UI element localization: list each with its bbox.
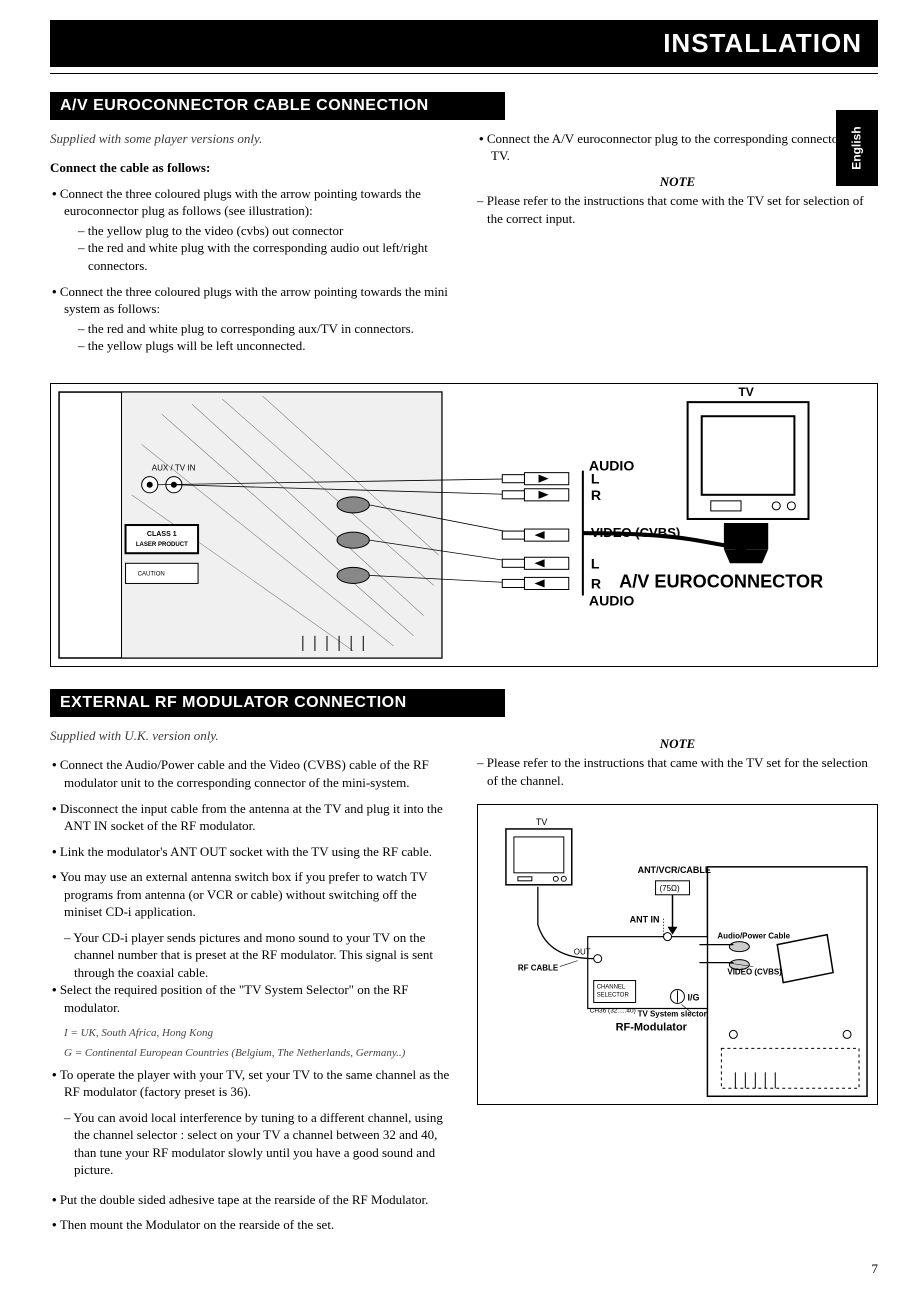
euroconnector-label: A/V EUROCONNECTOR (619, 571, 823, 591)
d2-out: OUT (574, 947, 591, 956)
d2-chrange: CH36 (32.....40) (590, 1007, 636, 1014)
l-label-bot: L (591, 555, 600, 571)
s1-right-b1: Connect the A/V euroconnector plug to th… (479, 130, 878, 165)
caution-label: CAUTION (138, 571, 165, 577)
s1-left-b1-text: Connect the three coloured plugs with th… (60, 186, 421, 219)
d2-chsel-2: SELECTOR (597, 992, 630, 998)
s2-d2-wrap: You can avoid local interference by tuni… (50, 1109, 451, 1179)
d2-audiopower: Audio/Power Cable (717, 931, 790, 940)
section1-left-list: Connect the three coloured plugs with th… (50, 185, 451, 355)
s2-b6: To operate the player with your TV, set … (52, 1066, 451, 1101)
r-label-bot: R (591, 575, 601, 591)
section1-right-col: Connect the A/V euroconnector plug to th… (477, 130, 878, 363)
d2-ig: I/G (687, 992, 699, 1002)
s2-d2: You can avoid local interference by tuni… (64, 1109, 451, 1179)
section1-supplied: Supplied with some player versions only. (50, 130, 451, 148)
s2-b7: Put the double sided adhesive tape at th… (52, 1191, 451, 1209)
class1-l2: LASER PRODUCT (136, 542, 188, 548)
s2-b4: You may use an external antenna switch b… (52, 868, 451, 921)
audio-label-bot: AUDIO (589, 592, 634, 608)
s2-d1-wrap: Your CD-i player sends pictures and mono… (50, 929, 451, 982)
d2-antvcr: ANT/VCR/CABLE (638, 864, 711, 874)
r-label-top: R (591, 487, 601, 503)
s2-b78-wrap: Put the double sided adhesive tape at th… (50, 1191, 451, 1234)
s1-left-b1-dashes: the yellow plug to the video (cvbs) out … (64, 222, 451, 275)
rca-plugs (502, 472, 568, 589)
s2-sel-g: G = Continental European Countries (Belg… (50, 1045, 451, 1062)
s1-left-b1-d1: the yellow plug to the video (cvbs) out … (78, 222, 451, 240)
d2-chsel-1: CHANNEL (597, 984, 626, 990)
s2-b1: Connect the Audio/Power cable and the Vi… (52, 756, 451, 791)
s2-b2: Disconnect the input cable from the ante… (52, 800, 451, 835)
s2-sel-i: I = UK, South Africa, Hong Kong (50, 1025, 451, 1042)
s1-note-head: NOTE (477, 173, 878, 191)
language-tab: English (836, 110, 878, 186)
aux-label: AUX / TV IN (152, 463, 196, 472)
section2-columns: Supplied with U.K. version only. Connect… (50, 727, 878, 1242)
section1-right-list: Connect the A/V euroconnector plug to th… (477, 130, 878, 165)
page-banner: INSTALLATION (50, 20, 878, 67)
section1-columns: Supplied with some player versions only.… (50, 130, 878, 363)
section2-left-col: Supplied with U.K. version only. Connect… (50, 727, 451, 1242)
section2-supplied: Supplied with U.K. version only. (50, 727, 451, 745)
s1-left-b2-d1: the red and white plug to corresponding … (78, 320, 451, 338)
connect-cable-head: Connect the cable as follows: (50, 159, 451, 177)
language-label: English (849, 126, 865, 169)
section1-title: A/V EUROCONNECTOR CABLE CONNECTION (50, 92, 505, 120)
tv-label: TV (738, 385, 753, 399)
d2-rfcable: RF CABLE (518, 963, 558, 972)
page-number: 7 (50, 1260, 878, 1278)
s2-d1: Your CD-i player sends pictures and mono… (64, 929, 451, 982)
d2-videocvbs: VIDEO (CVBS) (727, 967, 782, 976)
section2-left-list: Connect the Audio/Power cable and the Vi… (50, 756, 451, 920)
section2-right-col: NOTE Please refer to the instructions th… (477, 727, 878, 1242)
d2-tvsys: TV System slector (638, 1009, 707, 1018)
s2-b5-wrap: Select the required position of the "TV … (50, 981, 451, 1016)
s1-left-b2-dashes: the red and white plug to corresponding … (64, 320, 451, 355)
s2-b6-wrap: To operate the player with your TV, set … (50, 1066, 451, 1101)
d2-antin: ANT IN (630, 914, 660, 924)
s1-left-b2-text: Connect the three coloured plugs with th… (60, 284, 448, 317)
s2-b8: Then mount the Modulator on the rearside… (52, 1216, 451, 1234)
section1-left-col: Supplied with some player versions only.… (50, 130, 451, 363)
class1-l1: CLASS 1 (147, 531, 177, 538)
s1-left-b1-d2: the red and white plug with the correspo… (78, 239, 451, 274)
s2-b5: Select the required position of the "TV … (52, 981, 451, 1016)
d2-rfmod: RF-Modulator (616, 1021, 688, 1033)
d2-tv: TV (536, 816, 547, 826)
s1-note: Please refer to the instructions that co… (477, 192, 878, 227)
s2-b3: Link the modulator's ANT OUT socket with… (52, 843, 451, 861)
s1-left-b2: Connect the three coloured plugs with th… (52, 283, 451, 355)
section2-title: EXTERNAL RF MODULATOR CONNECTION (50, 689, 505, 717)
s1-left-b1: Connect the three coloured plugs with th… (52, 185, 451, 275)
s2-note-head: NOTE (477, 735, 878, 753)
s2-note: Please refer to the instructions that ca… (477, 754, 878, 789)
s1-left-b2-d2: the yellow plugs will be left unconnecte… (78, 337, 451, 355)
av-euroconnector-diagram: AUX / TV IN CLASS 1 LASER PRODUCT CAUTIO… (50, 383, 878, 667)
d2-imp: (75Ω) (660, 883, 680, 892)
banner-rule (50, 73, 878, 74)
l-label-top: L (591, 470, 600, 486)
rf-modulator-diagram: TV ANT/VCR/CABLE (75Ω) (477, 804, 878, 1105)
